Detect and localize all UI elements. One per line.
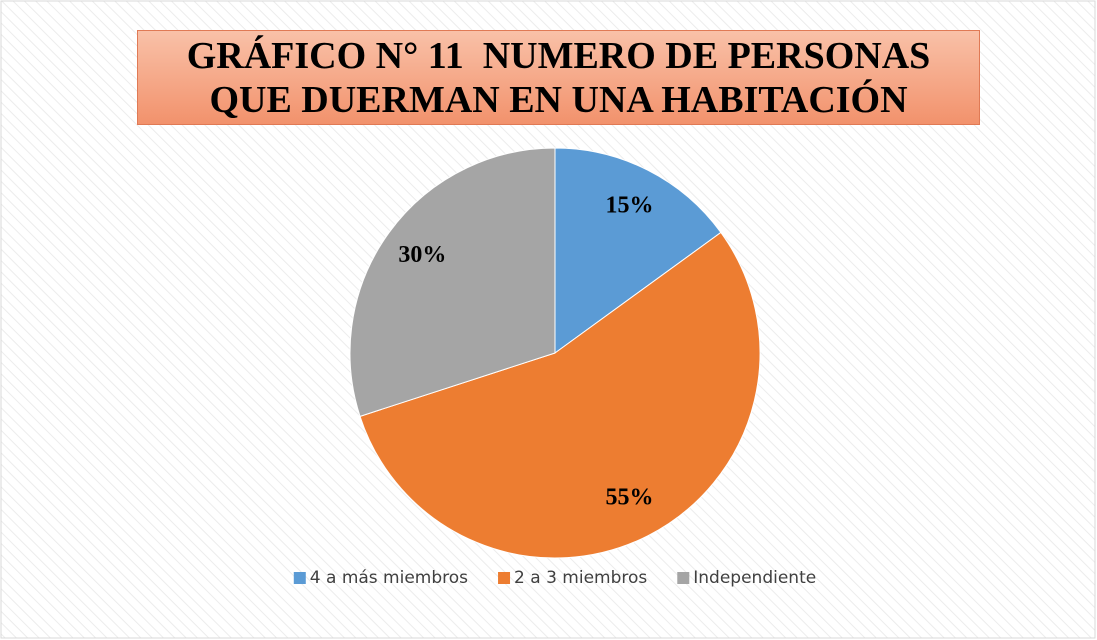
legend-swatch [677, 572, 690, 584]
pie-slice [359, 231, 761, 559]
data-label: 55% [605, 485, 653, 511]
legend-swatch [498, 572, 511, 584]
legend-label: Independiente [693, 568, 816, 588]
data-label: 30% [398, 242, 446, 268]
chart-title: GRÁFICO N° 11 NUMERO DE PERSONAS QUE DUE… [137, 30, 980, 125]
legend-swatch [293, 572, 306, 584]
pie-slice [554, 147, 722, 354]
legend-label: 4 a más miembros [310, 568, 468, 588]
data-label: 15% [605, 192, 653, 218]
legend-label: 2 a 3 miembros [514, 568, 647, 588]
pie-slice [349, 147, 556, 417]
